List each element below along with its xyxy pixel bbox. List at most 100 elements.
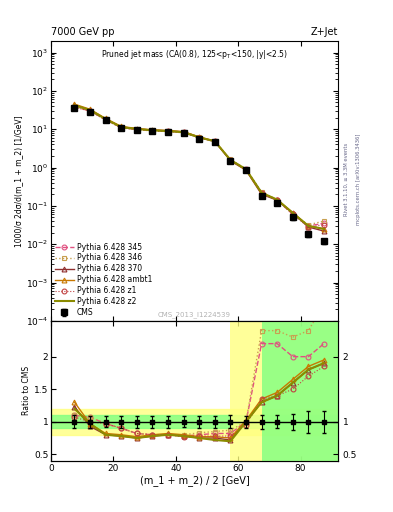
Bar — [230, 321, 338, 461]
Pythia 6.428 ambt1 — [321, 226, 326, 232]
Line: Pythia 6.428 ambt1: Pythia 6.428 ambt1 — [72, 102, 326, 231]
Line: Pythia 6.428 z1: Pythia 6.428 z1 — [72, 105, 326, 229]
Pythia 6.428 z2 — [290, 210, 295, 216]
Pythia 6.428 345 — [244, 166, 248, 173]
Pythia 6.428 ambt1 — [244, 167, 248, 173]
Pythia 6.428 346 — [119, 124, 124, 131]
Pythia 6.428 346 — [88, 108, 92, 114]
Pythia 6.428 z2 — [181, 129, 186, 135]
Pythia 6.428 z2 — [306, 223, 311, 229]
Pythia 6.428 z2 — [244, 166, 248, 173]
X-axis label: (m_1 + m_2) / 2 [GeV]: (m_1 + m_2) / 2 [GeV] — [140, 475, 250, 486]
Bar — [51, 415, 338, 428]
Pythia 6.428 370 — [213, 138, 217, 144]
Pythia 6.428 ambt1 — [119, 123, 124, 130]
Y-axis label: Ratio to CMS: Ratio to CMS — [22, 366, 31, 415]
Pythia 6.428 346 — [72, 103, 77, 110]
Pythia 6.428 370 — [72, 102, 77, 108]
Pythia 6.428 346 — [290, 211, 295, 217]
Pythia 6.428 z2 — [259, 189, 264, 196]
Pythia 6.428 ambt1 — [72, 101, 77, 107]
Text: Z+Jet: Z+Jet — [310, 27, 338, 37]
Pythia 6.428 z1 — [197, 135, 202, 141]
Pythia 6.428 ambt1 — [228, 157, 233, 163]
Pythia 6.428 346 — [275, 197, 279, 203]
Pythia 6.428 z2 — [88, 107, 92, 113]
Pythia 6.428 345 — [72, 104, 77, 110]
Pythia 6.428 z2 — [197, 134, 202, 140]
Line: Pythia 6.428 346: Pythia 6.428 346 — [72, 104, 326, 227]
Pythia 6.428 370 — [275, 197, 279, 203]
Pythia 6.428 z1 — [290, 211, 295, 218]
Pythia 6.428 z2 — [72, 102, 77, 109]
Pythia 6.428 z2 — [321, 226, 326, 232]
Line: Pythia 6.428 370: Pythia 6.428 370 — [72, 102, 326, 233]
Pythia 6.428 ambt1 — [103, 115, 108, 121]
Pythia 6.428 370 — [119, 124, 124, 130]
Pythia 6.428 ambt1 — [150, 127, 155, 133]
Pythia 6.428 346 — [197, 134, 202, 140]
Pythia 6.428 370 — [166, 127, 171, 134]
Pythia 6.428 346 — [259, 189, 264, 195]
Pythia 6.428 345 — [119, 124, 124, 131]
Pythia 6.428 345 — [290, 211, 295, 218]
Line: Pythia 6.428 z2: Pythia 6.428 z2 — [75, 105, 324, 229]
Pythia 6.428 345 — [197, 135, 202, 141]
Pythia 6.428 z1 — [213, 139, 217, 145]
Bar — [262, 321, 338, 461]
Pythia 6.428 346 — [244, 166, 248, 172]
Pythia 6.428 370 — [150, 127, 155, 133]
Pythia 6.428 345 — [213, 138, 217, 144]
Pythia 6.428 370 — [88, 106, 92, 113]
Pythia 6.428 z1 — [228, 157, 233, 163]
Pythia 6.428 345 — [134, 126, 139, 133]
Pythia 6.428 z2 — [119, 124, 124, 130]
Pythia 6.428 ambt1 — [213, 138, 217, 144]
Pythia 6.428 z2 — [150, 127, 155, 134]
Pythia 6.428 370 — [259, 191, 264, 198]
Legend: Pythia 6.428 345, Pythia 6.428 346, Pythia 6.428 370, Pythia 6.428 ambt1, Pythia: Pythia 6.428 345, Pythia 6.428 346, Pyth… — [53, 241, 154, 318]
Pythia 6.428 ambt1 — [181, 129, 186, 135]
Pythia 6.428 345 — [306, 223, 311, 229]
Pythia 6.428 370 — [181, 129, 186, 135]
Pythia 6.428 ambt1 — [259, 190, 264, 197]
Pythia 6.428 z1 — [321, 222, 326, 228]
Pythia 6.428 346 — [166, 128, 171, 134]
Pythia 6.428 345 — [88, 108, 92, 114]
Text: Rivet 3.1.10, ≥ 3.3M events: Rivet 3.1.10, ≥ 3.3M events — [344, 142, 349, 216]
Pythia 6.428 370 — [103, 116, 108, 122]
Pythia 6.428 z1 — [88, 108, 92, 114]
Pythia 6.428 345 — [181, 130, 186, 136]
Pythia 6.428 345 — [228, 157, 233, 163]
Pythia 6.428 ambt1 — [306, 223, 311, 229]
Text: Pruned jet mass (CA(0.8), 125<p$_{\mathsf{T}}$<150, |y|<2.5): Pruned jet mass (CA(0.8), 125<p$_{\maths… — [101, 48, 288, 61]
Text: mcplots.cern.ch [arXiv:1306.3436]: mcplots.cern.ch [arXiv:1306.3436] — [356, 134, 361, 225]
Pythia 6.428 z1 — [166, 129, 171, 135]
Pythia 6.428 ambt1 — [134, 125, 139, 132]
Pythia 6.428 z2 — [103, 116, 108, 122]
Pythia 6.428 345 — [275, 197, 279, 203]
Pythia 6.428 z1 — [150, 128, 155, 134]
Pythia 6.428 346 — [228, 156, 233, 162]
Pythia 6.428 345 — [150, 127, 155, 134]
Pythia 6.428 346 — [213, 138, 217, 144]
Pythia 6.428 370 — [228, 158, 233, 164]
Pythia 6.428 345 — [166, 128, 171, 134]
Pythia 6.428 370 — [290, 210, 295, 216]
Pythia 6.428 346 — [150, 127, 155, 133]
Pythia 6.428 z2 — [166, 128, 171, 134]
Pythia 6.428 346 — [321, 218, 326, 224]
Pythia 6.428 z2 — [213, 138, 217, 144]
Text: 7000 GeV pp: 7000 GeV pp — [51, 27, 115, 37]
Pythia 6.428 z1 — [181, 130, 186, 136]
Pythia 6.428 346 — [134, 126, 139, 132]
Pythia 6.428 346 — [103, 116, 108, 122]
Pythia 6.428 z1 — [72, 104, 77, 110]
Pythia 6.428 z2 — [134, 126, 139, 132]
Text: CMS_2013_I1224539: CMS_2013_I1224539 — [158, 311, 231, 318]
Pythia 6.428 370 — [306, 224, 311, 230]
Pythia 6.428 ambt1 — [166, 127, 171, 134]
Pythia 6.428 ambt1 — [275, 197, 279, 203]
Pythia 6.428 345 — [103, 117, 108, 123]
Line: Pythia 6.428 345: Pythia 6.428 345 — [72, 104, 326, 228]
